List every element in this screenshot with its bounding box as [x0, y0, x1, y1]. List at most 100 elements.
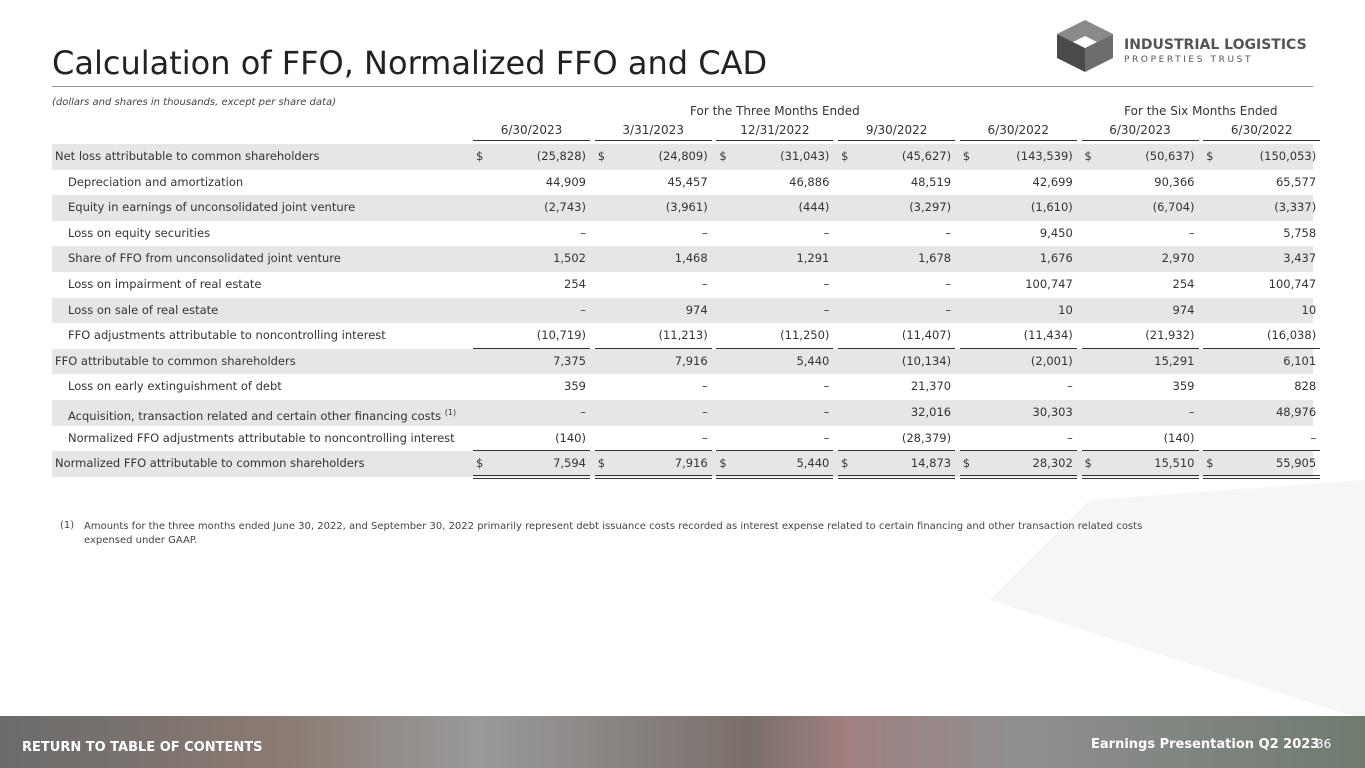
double-rule — [959, 474, 1077, 479]
value: 254 — [1172, 277, 1195, 291]
value: – — [823, 277, 830, 291]
double-rule — [594, 474, 712, 479]
value: 7,916 — [674, 353, 708, 368]
row-label: Equity in earnings of unconsolidated joi… — [68, 200, 356, 215]
value: 9,450 — [1039, 225, 1073, 240]
value: 1,502 — [553, 251, 586, 266]
value: 14,873 — [910, 456, 952, 471]
value: – — [580, 225, 586, 240]
value: – — [823, 430, 830, 445]
footnote-marker: (1) — [60, 520, 75, 531]
value: 100,747 — [1268, 277, 1317, 291]
title-rule — [52, 86, 1313, 87]
value: 21,370 — [910, 379, 952, 394]
value: – — [945, 302, 952, 317]
value: – — [945, 225, 952, 240]
currency: $ — [719, 149, 727, 163]
value: – — [1067, 379, 1073, 394]
value: 10 — [1058, 302, 1073, 317]
row-band — [52, 144, 1313, 170]
row-label: Loss on equity securities — [68, 225, 211, 240]
row-band — [52, 348, 1313, 375]
footer-caption: Earnings Presentation Q2 2023 — [1091, 737, 1320, 752]
sum-rule — [716, 347, 834, 349]
value: 15,291 — [1154, 353, 1195, 368]
footnote-ref: (1) — [444, 408, 457, 417]
double-rule — [473, 474, 590, 479]
sum-rule — [1081, 347, 1199, 349]
value: 32,016 — [910, 405, 952, 419]
column-header: 6/30/2022 — [1230, 123, 1293, 137]
value: (150,053) — [1259, 149, 1317, 163]
row-label: Loss on sale of real estate — [68, 302, 219, 317]
value: 1,678 — [918, 251, 952, 266]
value: (11,213) — [658, 328, 708, 343]
header-rule — [716, 140, 834, 141]
value: 359 — [564, 379, 586, 394]
value: – — [701, 277, 708, 291]
value: – — [823, 302, 830, 317]
logo-mark — [1057, 20, 1113, 72]
value: – — [1310, 430, 1317, 445]
value: 30,303 — [1032, 405, 1073, 419]
row-band — [52, 195, 1313, 221]
value: (28,379) — [901, 430, 952, 445]
double-rule — [838, 474, 956, 479]
value: 1,468 — [674, 251, 708, 266]
value: 254 — [564, 277, 586, 291]
value: (1,610) — [1030, 200, 1073, 215]
value: – — [1188, 225, 1195, 240]
row-label: Loss on early extinguishment of debt — [68, 379, 282, 394]
sum-rule — [594, 347, 712, 349]
value: 1,291 — [796, 251, 830, 266]
sum-rule — [838, 347, 956, 349]
row-label: Acquisition, transaction related and cer… — [68, 408, 457, 423]
value: 100,747 — [1025, 277, 1073, 291]
sum-rule — [594, 450, 712, 452]
row-label: Normalized FFO adjustments attributable … — [68, 430, 455, 445]
value: 7,375 — [553, 353, 586, 368]
value: 15,510 — [1154, 456, 1195, 471]
toc-link[interactable]: RETURN TO TABLE OF CONTENTS — [22, 740, 263, 755]
value: 44,909 — [545, 174, 586, 189]
value: 10 — [1301, 302, 1317, 317]
value: (6,704) — [1152, 200, 1195, 215]
currency: $ — [597, 149, 606, 163]
value: 1,676 — [1039, 251, 1073, 266]
value: (2,743) — [544, 200, 586, 215]
value: – — [701, 225, 708, 240]
value: – — [701, 405, 708, 419]
header-rule — [1081, 140, 1199, 141]
sum-rule — [473, 450, 590, 452]
sum-rule — [1203, 450, 1321, 452]
value: 3,437 — [1283, 251, 1317, 266]
header-rule — [838, 140, 956, 141]
header-rule — [959, 140, 1077, 141]
row-label: Depreciation and amortization — [68, 174, 244, 189]
value: (10,134) — [901, 353, 952, 368]
value: 46,886 — [789, 174, 830, 189]
value: (45,627) — [901, 149, 952, 163]
page-number: 36 — [1316, 737, 1332, 751]
currency: $ — [1206, 149, 1214, 163]
value: (31,043) — [780, 149, 830, 163]
value: 65,577 — [1275, 174, 1317, 189]
currency: $ — [962, 149, 971, 163]
value: – — [580, 405, 586, 419]
title: Calculation of FFO, Normalized FFO and C… — [52, 44, 768, 82]
currency: $ — [1084, 456, 1092, 471]
value: 359 — [1172, 379, 1195, 394]
value: (143,539) — [1016, 149, 1073, 163]
currency: $ — [841, 456, 849, 471]
row-band — [52, 297, 1313, 324]
header-rule — [594, 140, 712, 141]
value: – — [823, 379, 830, 394]
footer-band — [0, 716, 1365, 768]
column-header: 3/31/2023 — [622, 123, 684, 137]
value: 7,916 — [674, 456, 708, 471]
value: (16,038) — [1266, 328, 1317, 343]
currency: $ — [962, 456, 971, 471]
value: – — [580, 302, 586, 317]
row-label: Normalized FFO attributable to common sh… — [55, 456, 365, 471]
